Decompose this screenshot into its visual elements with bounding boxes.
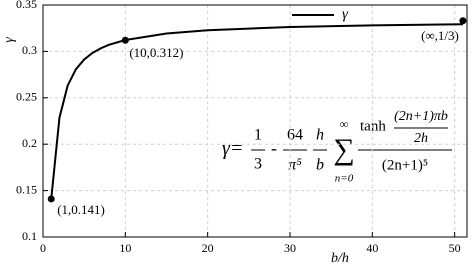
point-label: (10,0.312) bbox=[129, 45, 183, 60]
formula-text: 1 bbox=[254, 127, 262, 144]
formula-text: 2h bbox=[414, 131, 428, 146]
formula-text: h bbox=[316, 127, 324, 144]
plot-frame bbox=[42, 4, 468, 238]
line bbox=[50, 23, 463, 200]
y-tick-label: 0.2 bbox=[22, 136, 37, 150]
point bbox=[121, 36, 129, 44]
point bbox=[47, 195, 55, 203]
x-tick-label: 0 bbox=[40, 241, 46, 255]
formula-text: b bbox=[316, 157, 324, 174]
formula-text: (2n+1)⁵ bbox=[382, 157, 428, 173]
y-tick-label: 0.25 bbox=[16, 90, 37, 104]
formula-text: (2n+1)πb bbox=[394, 109, 448, 124]
formula-text: ∞ bbox=[340, 117, 349, 131]
y-axis-label: γ bbox=[2, 37, 17, 43]
x-tick-label: 50 bbox=[449, 241, 461, 255]
formula-text: - bbox=[271, 138, 277, 158]
formula-text: 3 bbox=[254, 156, 262, 173]
x-tick-label: 40 bbox=[366, 241, 378, 255]
y-tick-label: 0.35 bbox=[16, 0, 37, 11]
formula-text: tanh bbox=[360, 118, 386, 134]
y-tick-label: 0.15 bbox=[16, 182, 37, 196]
point bbox=[459, 17, 467, 25]
formula-text: γ= bbox=[222, 138, 243, 160]
formula-text: π⁵ bbox=[288, 157, 302, 174]
legend-label: γ bbox=[342, 6, 349, 22]
x-tick-label: 10 bbox=[119, 241, 131, 255]
x-tick-label: 20 bbox=[202, 241, 214, 255]
point-label: (∞,1/3) bbox=[421, 28, 459, 43]
point-label: (1,0.141) bbox=[57, 202, 105, 217]
formula-text: ∑ bbox=[333, 133, 354, 166]
formula-text: n=0 bbox=[335, 173, 354, 185]
formula-text: 64 bbox=[287, 127, 303, 144]
x-axis-label: b/h bbox=[331, 251, 349, 266]
x-tick-label: 30 bbox=[284, 241, 296, 255]
y-tick-label: 0.1 bbox=[22, 229, 37, 243]
y-tick-label: 0.3 bbox=[22, 43, 37, 57]
formula: γ= 1 3 - 64 π⁵ h b ∑ ∞ n=0 tanh (2n+1)πb… bbox=[222, 109, 452, 185]
